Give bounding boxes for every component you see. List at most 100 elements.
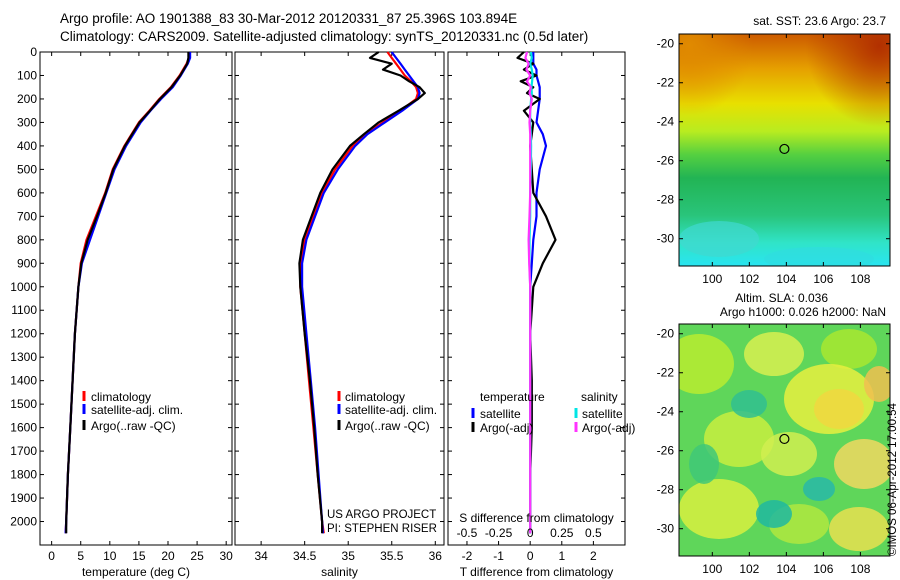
sst-field	[679, 34, 890, 266]
y-tick-label: 800	[17, 233, 37, 247]
difference-panel: -2 -1 0 1 2 T difference from climatology -0.5…	[447, 51, 635, 579]
x-tick-label: 100	[702, 272, 722, 286]
y-tick-label: -24	[657, 405, 675, 419]
sla-title-line2: Argo h1000: 0.026 h2000: NaN	[720, 305, 886, 319]
copyright-timestamp: ©IMOS 06-Apr-2012 17:00:54	[887, 402, 899, 556]
sst-cool-patch	[679, 221, 759, 257]
map-frame	[678, 33, 891, 267]
legend-label: climatology	[91, 390, 151, 404]
x-tick-label: 1	[558, 549, 565, 563]
legend-label: Argo(-adj)	[480, 421, 533, 435]
x-tick-label: 20	[161, 549, 175, 563]
y-tick-label: 1300	[10, 350, 37, 364]
top-tick-label: -0.5	[457, 526, 478, 540]
sla-anomaly	[679, 479, 759, 539]
y-tick-label: 1000	[10, 280, 37, 294]
x-tick-label: 36	[429, 549, 443, 563]
x-axis-label: temperature (deg C)	[82, 565, 190, 579]
y-tick-label: 400	[17, 139, 37, 153]
y-tick-label: 1900	[10, 491, 37, 505]
x-tick-label: 108	[850, 562, 870, 576]
top-tick-label: 0.25	[550, 526, 574, 540]
x-tick-label: 102	[739, 562, 759, 576]
sla-anomaly	[821, 329, 877, 369]
y-tick-label: 300	[17, 115, 37, 129]
y-tick-label: -22	[657, 76, 675, 90]
sla-anomaly	[689, 444, 719, 484]
series-line-argo-raw-qc-	[65, 52, 190, 534]
sla-field	[679, 324, 890, 556]
sla-anomaly	[814, 389, 864, 429]
top-axis-label: S difference from climatology	[459, 511, 614, 525]
y-tick-label: 1400	[10, 374, 37, 388]
y-tick-label: 0	[30, 45, 37, 59]
series-line-salinity-argo-adj-	[524, 51, 533, 534]
sla-anomaly	[803, 477, 835, 501]
y-tick-label: 1600	[10, 421, 37, 435]
argo-position-marker	[779, 143, 790, 155]
sla-anomaly	[756, 500, 792, 528]
y-tick-label: 1700	[10, 444, 37, 458]
sla-title-line1: Altim. SLA: 0.036	[735, 291, 828, 305]
x-tick-label: 10	[103, 549, 117, 563]
y-tick-label: -22	[657, 366, 675, 380]
top-tick-label: 0	[527, 526, 534, 540]
y-tick-label: -30	[657, 232, 675, 246]
y-tick-label: -24	[657, 115, 675, 129]
y-tick-label: 900	[17, 256, 37, 270]
legend-label: Argo(..raw -QC)	[91, 419, 176, 433]
y-tick-label: 600	[17, 186, 37, 200]
salinity-panel: 34 34.5 35 35.5 36 salinity climatologysatelli…	[234, 51, 445, 579]
y-tick-label: -26	[657, 444, 675, 458]
temperature-panel: 0100200300400500600700800900100011001200…	[10, 45, 233, 579]
x-tick-label: 104	[776, 562, 796, 576]
sla-anomaly	[761, 432, 817, 476]
y-tick-label: -28	[657, 193, 675, 207]
plot-area	[39, 51, 233, 546]
x-tick-label: 34.5	[293, 549, 317, 563]
argo-position-marker	[779, 433, 790, 445]
y-tick-label: -26	[657, 154, 675, 168]
y-tick-label: 200	[17, 92, 37, 106]
x-tick-label: 15	[132, 549, 146, 563]
y-tick-label: 1200	[10, 327, 37, 341]
series-line-argo-raw-qc-	[298, 51, 426, 534]
y-tick-label: 1500	[10, 397, 37, 411]
project-annotation: US ARGO PROJECT	[327, 509, 436, 521]
figure-title-line1: Argo profile: AO 1901388_83 30-Mar-2012 …	[60, 11, 517, 26]
x-axis-label: T difference from climatology	[460, 565, 614, 579]
x-tick-label: 104	[776, 272, 796, 286]
sst-map-title: sat. SST: 23.6 Argo: 23.7	[753, 14, 886, 28]
legend-label: satellite-adj. clim.	[91, 403, 183, 417]
sla-map-panel: 100 102 104 106 108 -20 -22 -24 -26 -28 -30 Altim. …	[657, 291, 891, 576]
y-tick-label: 1100	[11, 303, 37, 317]
y-tick-label: -30	[657, 522, 675, 536]
x-axis-label: salinity	[321, 565, 358, 579]
sla-anomaly	[731, 390, 767, 418]
x-tick-label: -1	[493, 549, 504, 563]
x-tick-label: 0	[48, 549, 55, 563]
sst-map-panel: 100 102 104 106 108 -20 -22 -24 -26 -28 -30 sat. SS…	[657, 14, 891, 286]
x-tick-label: 30	[220, 549, 234, 563]
x-tick-label: 5	[77, 549, 84, 563]
x-tick-label: 0	[527, 549, 534, 563]
x-tick-label: 108	[850, 272, 870, 286]
legend-label: climatology	[345, 390, 405, 404]
x-tick-label: 25	[190, 549, 204, 563]
x-tick-label: 106	[813, 272, 833, 286]
sla-anomaly	[829, 507, 889, 551]
y-tick-label: 500	[17, 162, 37, 176]
top-tick-label: -0.25	[485, 526, 513, 540]
plot-area	[234, 51, 445, 546]
legend-title-temperature: temperature	[480, 390, 545, 404]
sla-anomaly	[864, 366, 890, 402]
y-tick-label: 100	[17, 68, 37, 82]
x-tick-label: 100	[702, 562, 722, 576]
y-tick-label: -28	[657, 483, 675, 497]
x-tick-label: 102	[739, 272, 759, 286]
y-tick-label: 1800	[10, 468, 37, 482]
legend-label: Argo(-adj)	[582, 421, 635, 435]
x-tick-label: 35	[342, 549, 356, 563]
x-tick-label: -2	[462, 549, 473, 563]
sst-cool-patch	[764, 247, 874, 266]
